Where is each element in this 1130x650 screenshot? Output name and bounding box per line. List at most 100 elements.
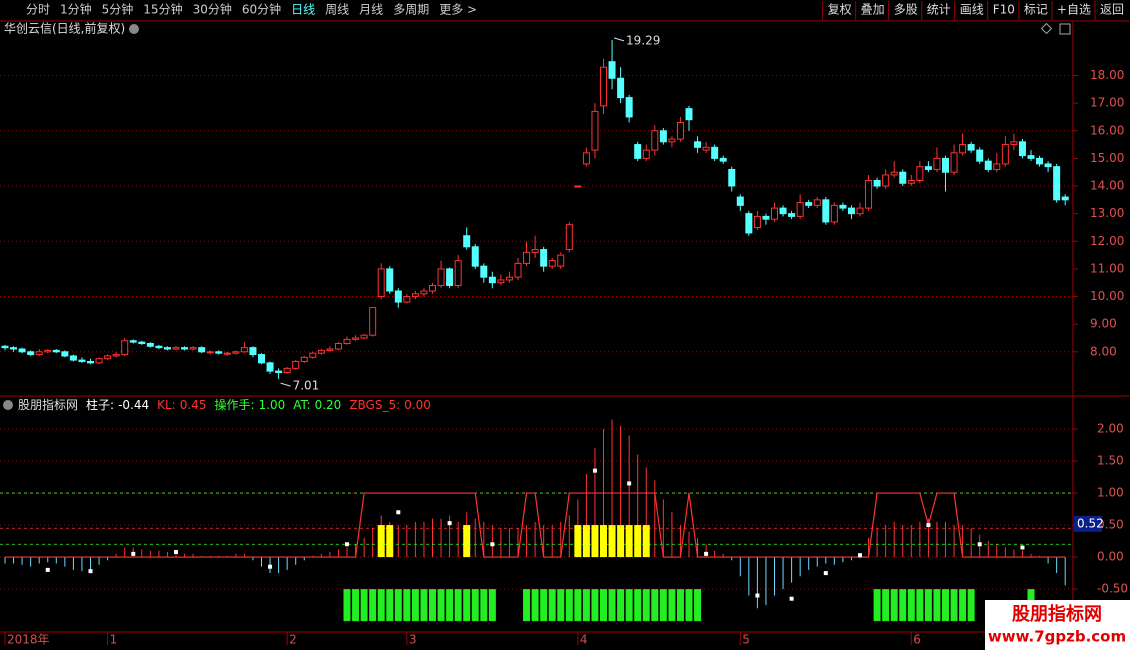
stock-title: 华创云信(日线,前复权) bbox=[4, 21, 125, 36]
period-tab[interactable]: 30分钟 bbox=[193, 2, 232, 17]
toolbar-button[interactable]: 统计 bbox=[927, 3, 951, 17]
period-tab[interactable]: 月线 bbox=[359, 3, 383, 17]
diamond-icon[interactable] bbox=[1040, 22, 1053, 35]
candle-body bbox=[600, 66, 607, 107]
period-tab[interactable]: 分时 bbox=[26, 3, 50, 17]
period-tab[interactable]: 多周期 bbox=[393, 3, 429, 17]
candle-body bbox=[967, 144, 975, 151]
period-tab[interactable]: 60分钟 bbox=[242, 2, 281, 17]
candle-body bbox=[155, 345, 163, 349]
signal-band bbox=[694, 589, 702, 622]
indicator-title: 股朋指标网 bbox=[18, 397, 78, 412]
signal-band bbox=[651, 589, 659, 622]
candle-body bbox=[112, 354, 120, 357]
toolbar-button[interactable]: 复权 bbox=[828, 3, 852, 17]
signal-bar bbox=[642, 525, 650, 558]
candle-body bbox=[403, 296, 411, 303]
signal-band bbox=[377, 589, 385, 622]
period-tab[interactable]: 5分钟 bbox=[102, 2, 134, 17]
dot bbox=[88, 569, 93, 574]
candle-body bbox=[446, 268, 454, 286]
signal-bar bbox=[617, 525, 625, 558]
menu-icon[interactable] bbox=[3, 400, 13, 410]
signal-bar bbox=[608, 525, 616, 558]
toolbar-button[interactable]: 返回 bbox=[1100, 3, 1124, 17]
candle-body bbox=[634, 144, 642, 159]
signal-bar bbox=[600, 525, 607, 558]
candle-body bbox=[292, 360, 300, 369]
candle-body bbox=[138, 341, 146, 345]
candle-body bbox=[326, 348, 334, 351]
y-tick-label: 0.00 bbox=[1097, 550, 1124, 564]
candle-body bbox=[300, 356, 308, 362]
y-tick-label: 12.00 bbox=[1090, 234, 1124, 248]
x-tick-label: 1 bbox=[110, 633, 118, 647]
value-marker-box bbox=[1074, 515, 1102, 532]
signal-band bbox=[959, 589, 967, 622]
candle-body bbox=[574, 185, 582, 188]
signal-band bbox=[890, 589, 898, 622]
signal-band bbox=[933, 589, 941, 622]
readout-value: 0.45 bbox=[180, 398, 207, 412]
candle-body bbox=[865, 179, 873, 209]
candle-body bbox=[471, 246, 479, 267]
readout-label: 柱子: bbox=[86, 397, 114, 412]
signal-band bbox=[659, 589, 667, 622]
period-tab[interactable]: 日线 bbox=[291, 3, 315, 17]
candle-body bbox=[206, 351, 214, 354]
candle-body bbox=[702, 146, 710, 151]
candle-body bbox=[540, 249, 548, 267]
indicator-header: 股朋指标网 柱子: -0.44 KL: 0.45 操作手: 1.00 AT: 0.20 ZBGS_… bbox=[18, 397, 431, 412]
toolbar-button[interactable]: 画线 bbox=[960, 3, 984, 17]
candle-body bbox=[240, 347, 248, 353]
signal-line bbox=[5, 492, 1066, 558]
candle-body bbox=[899, 171, 907, 184]
y-tick-label: 11.00 bbox=[1090, 261, 1124, 275]
signal-band bbox=[582, 589, 590, 622]
candle-body bbox=[360, 334, 368, 339]
signal-band bbox=[600, 589, 607, 622]
toolbar-button[interactable]: 标记 bbox=[1024, 3, 1048, 17]
candle-body bbox=[796, 202, 804, 217]
candle-body bbox=[753, 215, 761, 228]
dot bbox=[704, 551, 709, 556]
candle-body bbox=[420, 290, 428, 295]
candle-body bbox=[104, 355, 112, 360]
candle-body bbox=[1, 345, 9, 349]
dot bbox=[823, 571, 828, 576]
candle-body bbox=[69, 355, 77, 361]
toolbar-button[interactable]: 多股 bbox=[894, 3, 918, 17]
toolbar-button[interactable]: 叠加 bbox=[861, 3, 885, 17]
signal-band bbox=[480, 589, 488, 622]
signal-bar bbox=[582, 525, 590, 558]
dot bbox=[268, 564, 273, 569]
candle-body bbox=[719, 157, 727, 162]
toolbar-button[interactable]: F10 bbox=[993, 3, 1015, 17]
signal-band bbox=[625, 589, 633, 622]
signal-bar bbox=[634, 525, 642, 558]
panel-icon[interactable] bbox=[1059, 23, 1071, 35]
y-tick-label: 9.00 bbox=[1090, 317, 1117, 331]
signal-band bbox=[420, 589, 428, 622]
period-tab[interactable]: 15分钟 bbox=[143, 2, 182, 17]
annotation-arrow bbox=[280, 382, 291, 387]
candle-body bbox=[258, 354, 265, 364]
candle-body bbox=[343, 338, 351, 345]
candle-body bbox=[44, 349, 52, 353]
period-tab[interactable]: 1分钟 bbox=[60, 2, 92, 17]
period-tab[interactable]: 更多 > bbox=[439, 3, 477, 17]
readout-value: -0.44 bbox=[118, 398, 149, 412]
menu-icon[interactable] bbox=[129, 24, 139, 34]
x-tick-label: 4 bbox=[580, 633, 588, 647]
dot bbox=[1020, 545, 1025, 550]
toolbar-button[interactable]: +自选 bbox=[1057, 3, 1091, 17]
y-tick-label: 15.00 bbox=[1090, 151, 1124, 165]
y-tick-label: 13.00 bbox=[1090, 206, 1124, 220]
candle-body bbox=[181, 347, 189, 350]
period-tab[interactable]: 周线 bbox=[325, 3, 349, 17]
signal-band bbox=[882, 589, 890, 622]
x-tick-label: 3 bbox=[409, 633, 417, 647]
candle-body bbox=[334, 343, 342, 350]
candle-body bbox=[497, 279, 505, 284]
